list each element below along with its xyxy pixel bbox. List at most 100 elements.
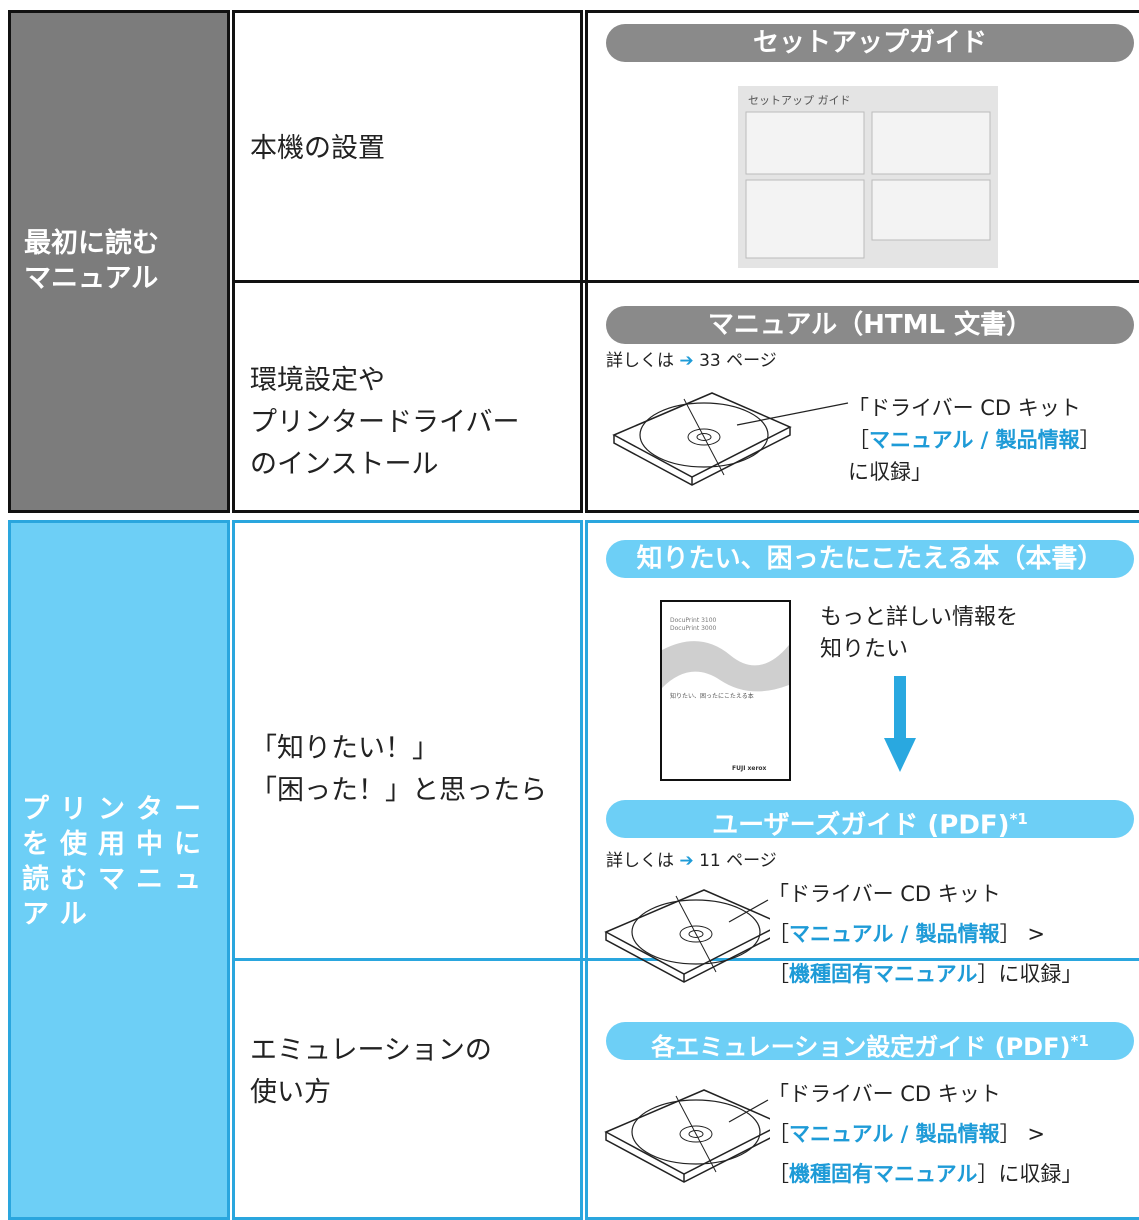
cd-shape (736, 402, 849, 426)
label-line: エミュレーションの (250, 1035, 492, 1066)
label-column (232, 520, 583, 1220)
emphasis: マニュアル / 製品情報 (789, 922, 1000, 946)
bracket: ［ (768, 962, 789, 986)
cd-shape (639, 402, 769, 468)
bracket: ］ (1079, 428, 1101, 452)
book-text: 知りたい、困ったにこたえる本 (670, 692, 754, 700)
ref-text: 詳しくは (606, 351, 674, 371)
cd-shape (728, 899, 769, 923)
cd-illustration (604, 1089, 770, 1183)
book-wave (662, 641, 789, 692)
label-line: のインストール (250, 449, 439, 480)
title-line: アル (22, 899, 98, 930)
cd-caption: 「ドライバー CD キット ［マニュアル / 製品情報］ > ［機種固有マニュアル］… (768, 874, 1082, 994)
down-arrow (884, 676, 916, 772)
note-line: 知りたい (820, 637, 909, 662)
title-line: プリンター (22, 794, 212, 825)
ref-arrow: ➔ (679, 851, 694, 871)
cd-shape (688, 1130, 704, 1138)
label-line: プリンタードライバー (250, 407, 520, 438)
title-line: を使用中に (22, 829, 212, 860)
bracket: ］に収録」 (977, 1162, 1083, 1186)
section-cell (8, 520, 230, 1220)
cd-line: 「ドライバー CD キット (848, 396, 1081, 420)
label-column (232, 10, 583, 513)
title-line: マニュアル (24, 263, 159, 294)
cd-shape (688, 930, 704, 938)
thumb-panel (745, 179, 865, 259)
cd-shape (675, 895, 717, 973)
thumb-title: セットアップ ガイド (748, 94, 851, 107)
ref-page: 33 ページ (699, 351, 777, 371)
guide-pill: 各エミュレーション設定ガイド (PDF)*1 (606, 1022, 1134, 1061)
section-title: プリンターを使用中に読むマニュアル (22, 792, 212, 932)
cd-shape (604, 889, 770, 975)
cd-line: に収録」 (848, 460, 932, 484)
cd-shape (631, 1099, 761, 1165)
row-label: 「知りたい！」「困った！」と思ったら (250, 728, 547, 812)
emphasis: 機種固有マニュアル (789, 962, 978, 986)
emphasis: マニュアル / 製品情報 (869, 428, 1080, 452)
setup-thumbnail: セットアップ ガイド (738, 86, 998, 268)
guide-pill: 知りたい、困ったにこたえる本（本書） (606, 540, 1134, 578)
book-text: DocuPrint 3100 (670, 617, 717, 624)
bracket: ［ (768, 1162, 789, 1186)
bracket: ］ > (999, 922, 1045, 946)
row-divider (232, 280, 1139, 283)
cd-shape (687, 428, 721, 446)
bracket: ］に収録」 (977, 962, 1083, 986)
pill-text: ユーザーズガイド (PDF) (712, 810, 1010, 841)
label-line: 「困った！」と思ったら (250, 775, 547, 806)
emphasis: 機種固有マニュアル (789, 1162, 978, 1186)
row-label: エミュレーションの 使い方 (250, 1030, 492, 1114)
guide-pill: ユーザーズガイド (PDF)*1 (606, 800, 1134, 841)
ref-text: 詳しくは (606, 851, 674, 871)
page-ref: 詳しくは ➔ 11 ページ (606, 846, 777, 871)
book-text: DocuPrint 3000 (670, 625, 717, 632)
cd-caption: 「ドライバー CD キット ［マニュアル / 製品情報］ に収録」 (848, 392, 1101, 488)
cd-line: 「ドライバー CD キット (768, 1082, 1001, 1106)
cd-shape (679, 1125, 713, 1143)
note: もっと詳しい情報を 知りたい (820, 602, 1018, 666)
pill-text: 各エミュレーション設定ガイド (PDF) (651, 1033, 1071, 1061)
cd-caption: 「ドライバー CD キット ［マニュアル / 製品情報］ > ［機種固有マニュアル］… (768, 1074, 1082, 1194)
cd-shape (728, 1099, 769, 1123)
label-line: 使い方 (250, 1077, 331, 1108)
cd-illustration (612, 392, 849, 486)
emphasis: マニュアル / 製品情報 (789, 1122, 1000, 1146)
guide-pill: セットアップガイド (606, 24, 1134, 62)
page-ref: 詳しくは ➔ 33 ページ (606, 346, 777, 371)
arrow-head (884, 738, 916, 772)
row-label: 環境設定やプリンタードライバー のインストール (250, 360, 519, 486)
label-line: 「知りたい！」 (250, 733, 439, 764)
cd-shape (604, 1089, 770, 1175)
label-line: 環境設定や (250, 365, 385, 396)
footnote-mark: *1 (1009, 810, 1028, 828)
title-line: 読むマニュ (22, 864, 212, 895)
book-text: FUJI xerox (732, 765, 767, 772)
bracket: ［ (848, 428, 869, 452)
cd-shape (631, 899, 761, 965)
note-line: もっと詳しい情報を (820, 605, 1019, 630)
bracket: ］ > (999, 1122, 1045, 1146)
thumb-panel (871, 111, 991, 175)
cd-shape (683, 398, 725, 476)
row-label: 本機の設置 (250, 133, 385, 164)
title-line: 最初に読む (24, 228, 159, 259)
ref-arrow: ➔ (679, 351, 694, 371)
thumb-panel (871, 179, 991, 241)
thumb-panel (745, 111, 865, 175)
ref-page: 11 ページ (699, 851, 777, 871)
cd-shape (675, 1095, 717, 1173)
cd-shape (696, 433, 712, 441)
guide-pill: マニュアル（HTML 文書） (606, 306, 1134, 344)
section-title: 最初に読むマニュアル (24, 226, 159, 296)
section-cell (8, 10, 230, 513)
cd-illustration (604, 889, 770, 983)
book-cover: DocuPrint 3100 DocuPrint 3000 知りたい、困ったにこ… (660, 600, 791, 781)
bracket: ［ (768, 1122, 789, 1146)
content-column (585, 10, 1139, 513)
cd-line: 「ドライバー CD キット (768, 882, 1001, 906)
arrow-shaft (894, 676, 906, 740)
